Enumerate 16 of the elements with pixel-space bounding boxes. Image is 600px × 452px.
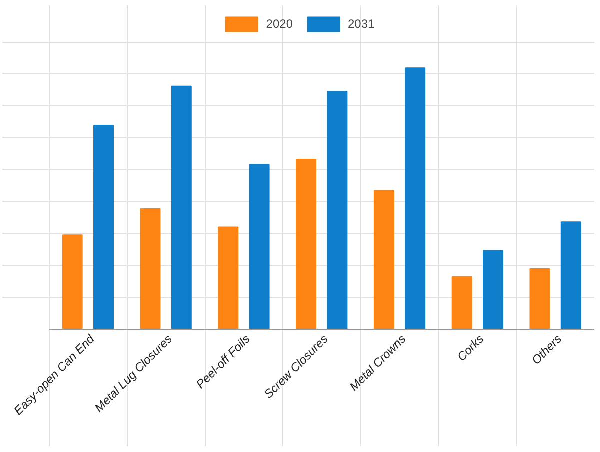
bar <box>94 125 114 330</box>
bar <box>327 91 348 330</box>
bar <box>140 208 161 330</box>
legend-label: 2031 <box>348 17 375 31</box>
bar <box>483 250 504 330</box>
legend-label: 2020 <box>266 17 293 31</box>
bar <box>62 234 83 330</box>
bar <box>218 226 239 330</box>
bar <box>560 222 582 330</box>
bar <box>452 276 472 330</box>
bar <box>530 268 550 330</box>
bar <box>374 190 394 330</box>
bar <box>249 164 270 330</box>
bar <box>296 158 317 330</box>
bar <box>405 68 426 330</box>
bar <box>171 86 192 330</box>
